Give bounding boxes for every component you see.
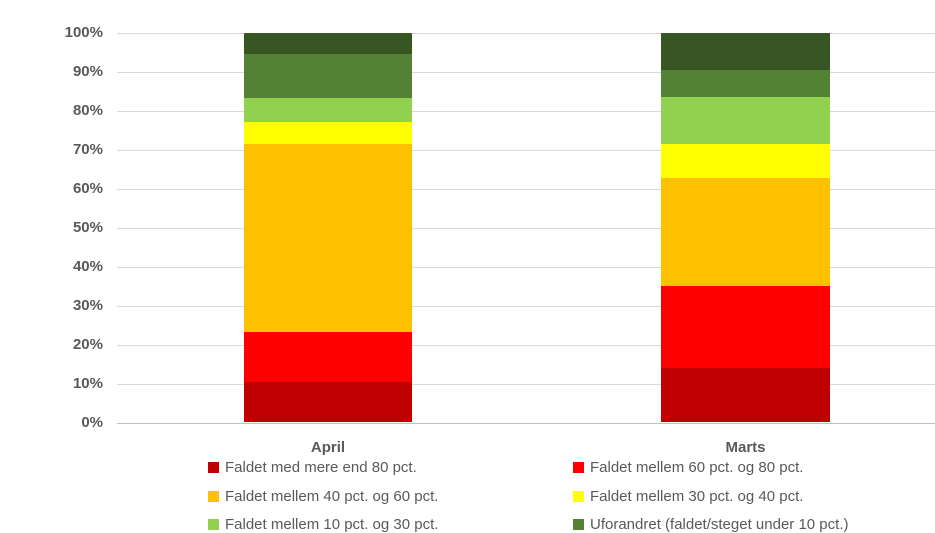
plot-area	[117, 32, 935, 424]
gridline	[117, 33, 935, 34]
y-tick-label: 90%	[72, 63, 103, 80]
stacked-bar-april	[244, 33, 412, 422]
legend-label: Faldet mellem 30 pct. og 40 pct.	[590, 488, 804, 505]
y-tick-label: 70%	[72, 141, 103, 158]
bar-segment	[244, 97, 412, 123]
legend-swatch-icon	[208, 462, 219, 473]
legend-swatch-icon	[208, 519, 219, 530]
gridline	[117, 189, 935, 190]
legend-item: Faldet med mere end 80 pct.	[208, 459, 417, 476]
bar-segment	[244, 332, 412, 382]
gridline	[117, 267, 935, 268]
legend-item: Faldet mellem 60 pct. og 80 pct.	[573, 459, 804, 476]
y-tick-label: 40%	[72, 258, 103, 275]
legend-label: Faldet med mere end 80 pct.	[225, 459, 417, 476]
y-tick-label: 10%	[72, 375, 103, 392]
x-axis-line	[117, 423, 935, 424]
bar-segment	[661, 178, 830, 287]
bar-segment	[244, 144, 412, 333]
bar-segment	[661, 32, 830, 70]
legend-label: Faldet mellem 60 pct. og 80 pct.	[590, 459, 804, 476]
legend-item: Faldet mellem 40 pct. og 60 pct.	[208, 488, 439, 505]
gridline	[117, 150, 935, 151]
gridline	[117, 228, 935, 229]
gridline	[117, 306, 935, 307]
y-tick-label: 100%	[64, 24, 103, 41]
legend-swatch-icon	[573, 462, 584, 473]
gridline	[117, 384, 935, 385]
category-label-april: April	[310, 439, 346, 456]
legend-label: Faldet mellem 40 pct. og 60 pct.	[225, 488, 439, 505]
legend-item: Faldet mellem 10 pct. og 30 pct.	[208, 516, 439, 533]
legend-swatch-icon	[208, 491, 219, 502]
y-tick-label: 20%	[72, 336, 103, 353]
bar-segment	[244, 122, 412, 145]
bar-segment	[661, 96, 830, 144]
gridline	[117, 72, 935, 73]
gridline	[117, 345, 935, 346]
y-tick-label: 30%	[72, 297, 103, 314]
bar-segment	[244, 381, 412, 422]
legend-swatch-icon	[573, 491, 584, 502]
bar-segment	[661, 69, 830, 97]
legend-label: Faldet mellem 10 pct. og 30 pct.	[225, 516, 439, 533]
category-label-marts: Marts	[725, 439, 766, 456]
stacked-bar-marts	[661, 32, 830, 422]
legend-item: Uforandret (faldet/steget under 10 pct.)	[573, 516, 849, 533]
legend-swatch-icon	[573, 519, 584, 530]
y-tick-label: 60%	[72, 180, 103, 197]
legend-label: Uforandret (faldet/steget under 10 pct.)	[590, 516, 849, 533]
y-tick-label: 50%	[72, 219, 103, 236]
legend-item: Faldet mellem 30 pct. og 40 pct.	[573, 488, 804, 505]
gridline	[117, 111, 935, 112]
bar-segment	[661, 368, 830, 422]
y-tick-label: 0%	[81, 414, 103, 431]
bar-segment	[244, 54, 412, 98]
bar-segment	[661, 143, 830, 179]
bar-segment	[661, 286, 830, 369]
y-tick-label: 80%	[72, 102, 103, 119]
bar-segment	[244, 33, 412, 55]
